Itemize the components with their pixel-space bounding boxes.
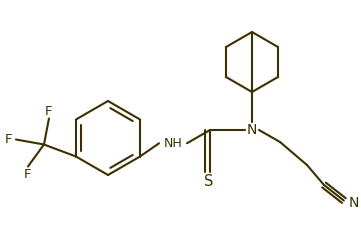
Text: F: F bbox=[24, 168, 32, 181]
Text: F: F bbox=[45, 105, 53, 118]
Text: S: S bbox=[204, 174, 214, 189]
Text: N: N bbox=[349, 196, 359, 210]
Text: F: F bbox=[5, 133, 13, 146]
Text: N: N bbox=[247, 123, 257, 137]
Text: NH: NH bbox=[164, 137, 182, 150]
